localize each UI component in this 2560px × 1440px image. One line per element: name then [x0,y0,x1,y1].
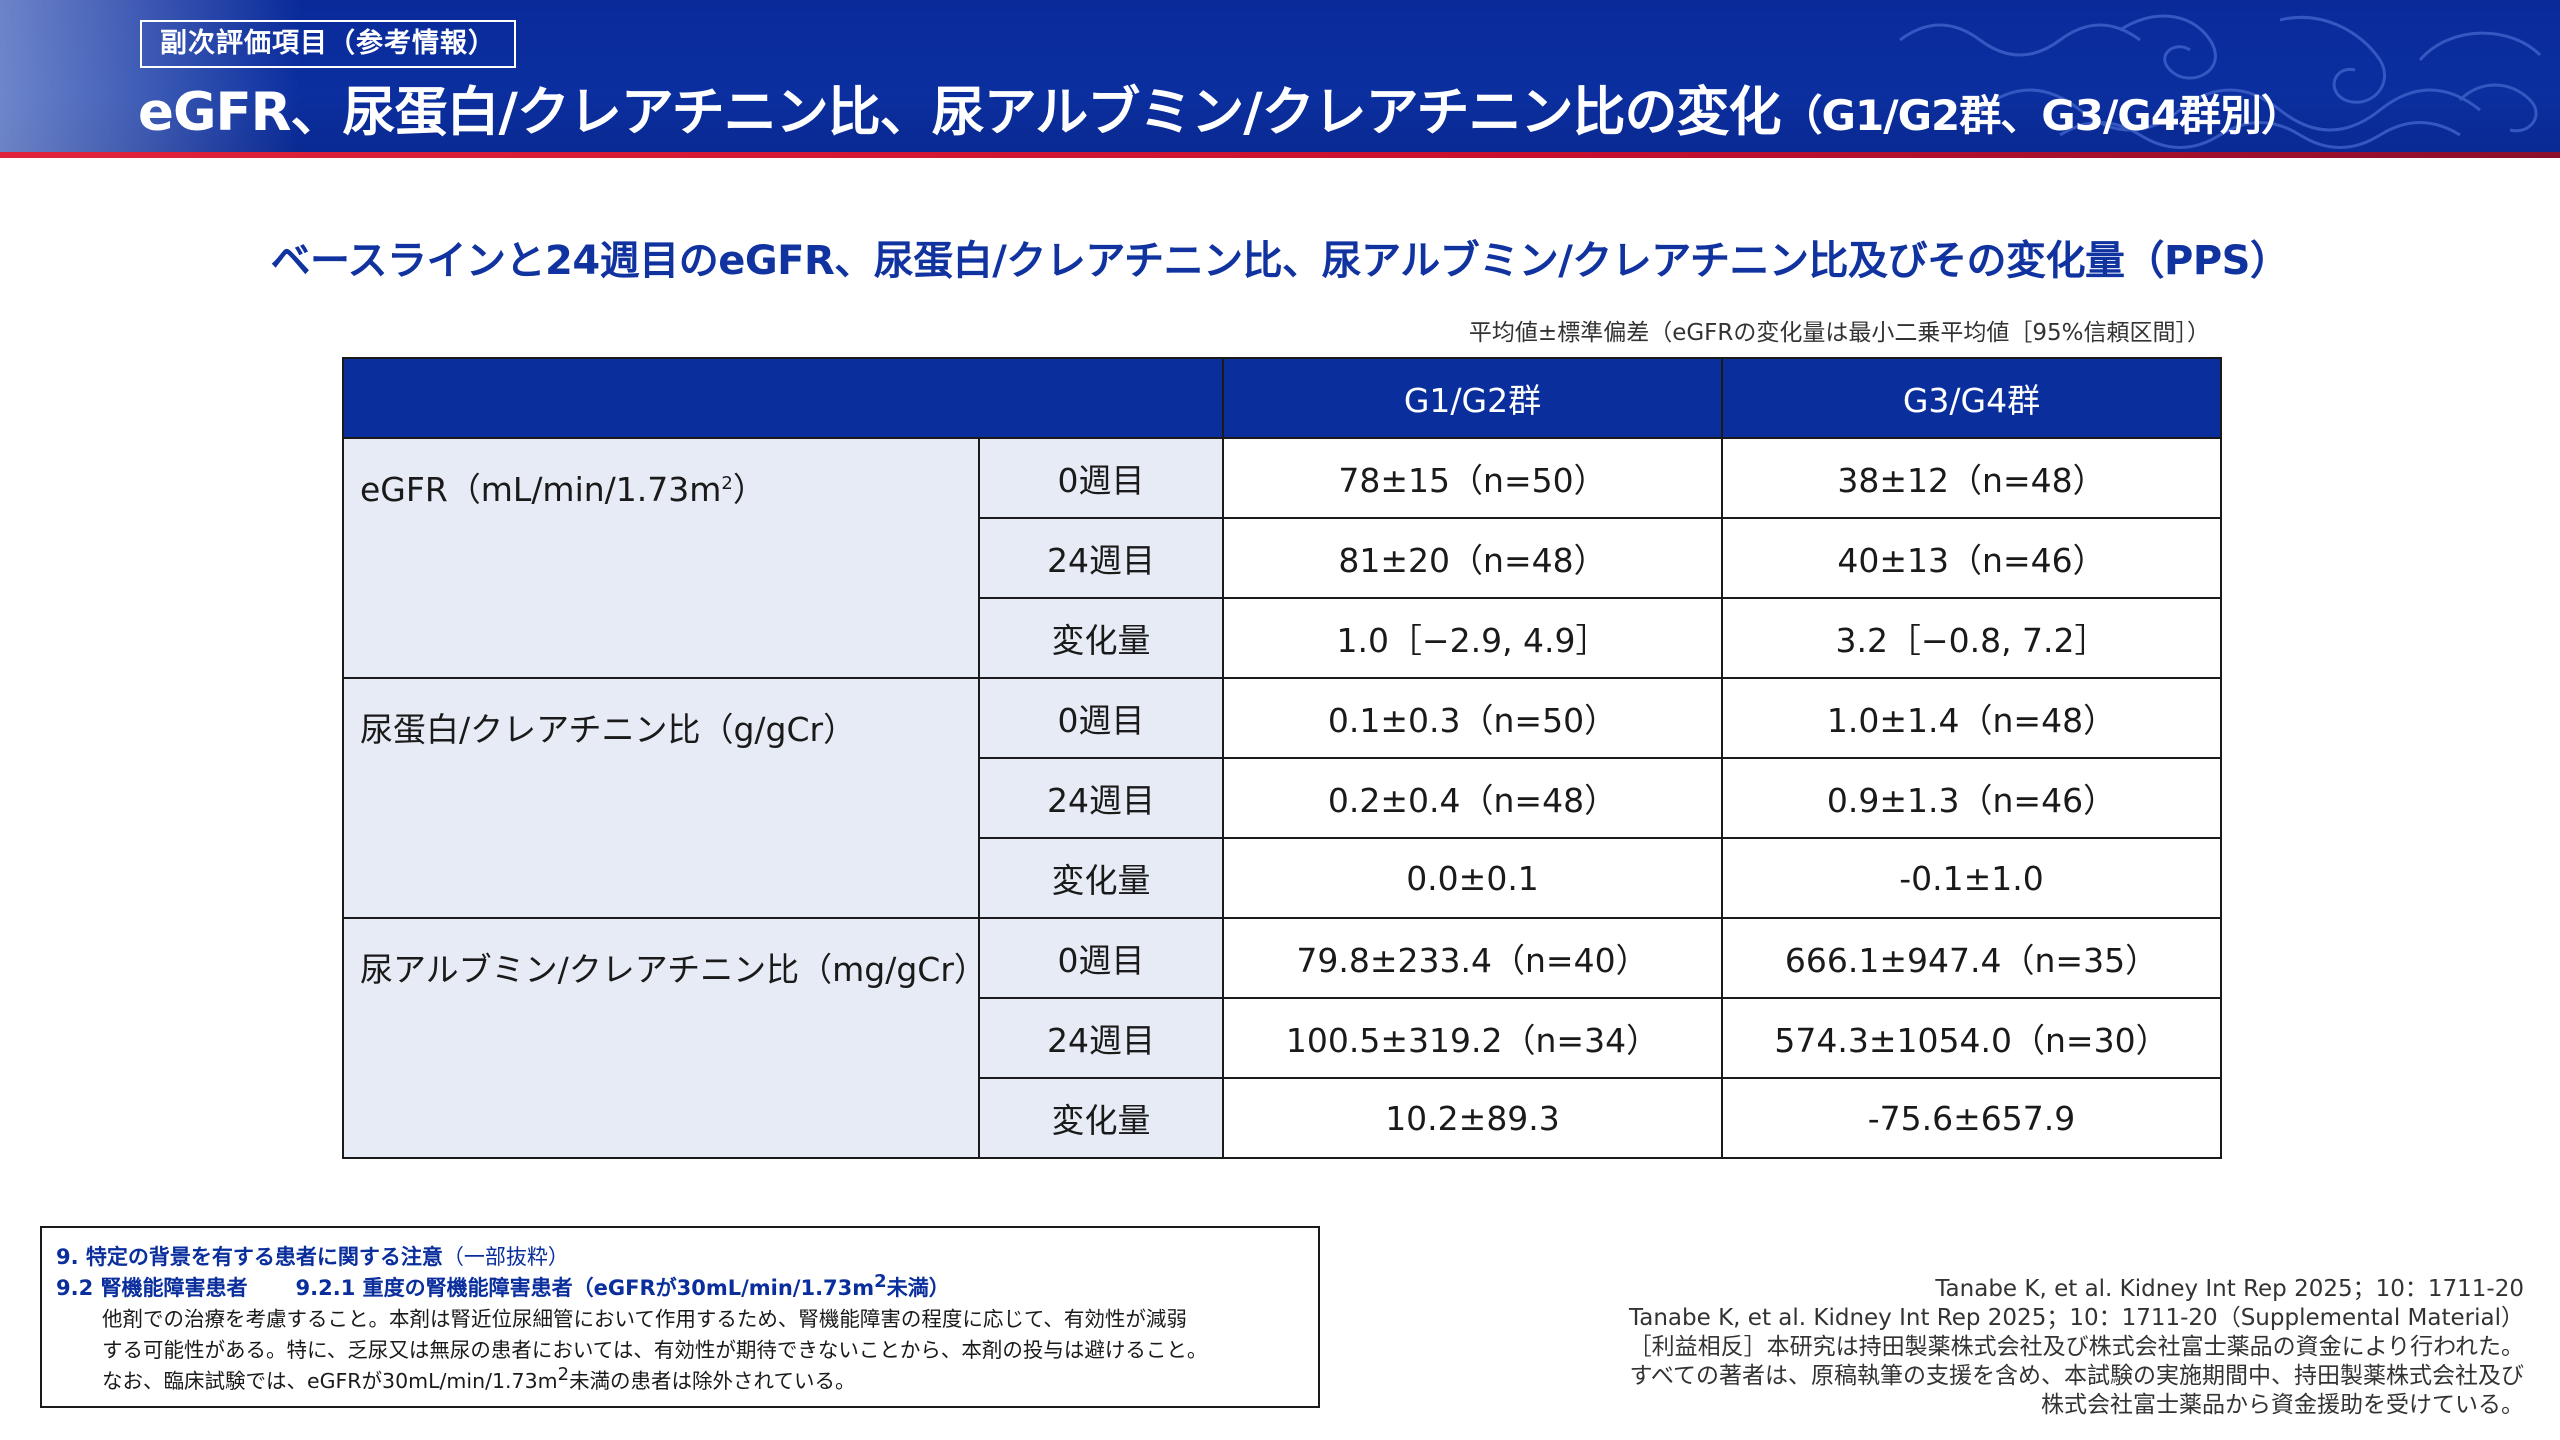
precaution-subheading: 9.2 腎機能障害患者 9.2.1 重度の腎機能障害患者（eGFRが30mL/mi… [56,1271,950,1301]
value-cell: 10.2±89.3 [1222,1077,1723,1159]
category-uacr: 尿アルブミン/クレアチニン比（mg/gCr） [342,917,987,1159]
page-title-groups: （G1/G2群、G3/G4群別） [1780,91,2303,140]
value-cell: 574.3±1054.0（n=30） [1721,997,2222,1079]
value-cell: 79.8±233.4（n=40） [1222,917,1723,999]
header-banner: 副次評価項目（参考情報） eGFR、尿蛋白/クレアチニン比、尿アルブミン/クレア… [0,0,2560,158]
section-badge: 副次評価項目（参考情報） [140,20,516,68]
time-label: 変化量 [978,1077,1224,1159]
category-egfr: eGFR（mL/min/1.73m2） [342,437,980,679]
time-label: 0週目 [978,917,1224,999]
time-label: 0週目 [978,437,1224,519]
table-row: 24週目 81±20（n=48） 40±13（n=46） [343,517,2222,599]
page-title-main: eGFR、尿蛋白/クレアチニン比、尿アルブミン/クレアチニン比の変化 [138,82,1782,143]
value-cell: 81±20（n=48） [1222,517,1723,599]
coi-line: ［利益相反］本研究は持田製薬株式会社及び株式会社富士薬品の資金により行われた。 [1628,1334,2524,1360]
reference-line: Tanabe K, et al. Kidney Int Rep 2025；10：… [1935,1276,2524,1302]
value-cell: 100.5±319.2（n=34） [1222,997,1723,1079]
time-label: 変化量 [978,837,1224,919]
time-label: 24週目 [978,517,1224,599]
value-cell: -75.6±657.9 [1721,1077,2222,1159]
value-cell: 666.1±947.4（n=35） [1721,917,2222,999]
results-table: G1/G2群 G3/G4群 eGFR（mL/min/1.73m2） 0週目 78… [342,357,2222,1159]
references: Tanabe K, et al. Kidney Int Rep 2025；10：… [1629,1275,2524,1420]
value-cell: 40±13（n=46） [1721,517,2222,599]
table-row: 変化量 10.2±89.3 -75.6±657.9 [343,1077,2222,1159]
value-cell: -0.1±1.0 [1721,837,2222,919]
value-cell: 0.2±0.4（n=48） [1222,757,1723,839]
value-cell: 0.9±1.3（n=46） [1721,757,2222,839]
page-title: eGFR、尿蛋白/クレアチニン比、尿アルブミン/クレアチニン比の変化（G1/G2… [138,78,2303,151]
wave-pattern-decoration [1899,14,2542,149]
precaution-line: する可能性がある。特に、乏尿又は無尿の患者においては、有効性が期待できないことか… [102,1338,1208,1362]
stat-note: 平均値±標準偏差（eGFRの変化量は最小二乗平均値［95%信頼区間］） [1468,320,2210,346]
coi-line: すべての著者は、原稿執筆の支援を含め、本試験の実施期間中、持田製薬株式会社及び [1629,1363,2524,1389]
table-row: eGFR（mL/min/1.73m2） 0週目 78±15（n=50） 38±1… [342,437,2222,679]
category-upcr: 尿蛋白/クレアチニン比（g/gCr） [342,677,980,919]
value-cell: 0.1±0.3（n=50） [1222,677,1723,759]
value-cell: 38±12（n=48） [1721,437,2222,519]
reference-line: Tanabe K, et al. Kidney Int Rep 2025；10：… [1629,1305,2524,1331]
table-row: 24週目 0.2±0.4（n=48） 0.9±1.3（n=46） [343,757,2222,839]
table-row: 24週目 100.5±319.2（n=34） 574.3±1054.0（n=30… [343,997,2222,1079]
header-g1g2: G1/G2群 [1222,357,1723,439]
header-blank-cell [342,357,1224,439]
table-row: 尿蛋白/クレアチニン比（g/gCr） 0週目 0.1±0.3（n=50） 1.0… [342,677,2222,919]
table-row: 尿アルブミン/クレアチニン比（mg/gCr） 0週目 79.8±233.4（n=… [342,917,2222,1159]
value-cell: 78±15（n=50） [1222,437,1723,519]
time-label: 変化量 [978,597,1224,679]
coi-line: 株式会社富士薬品から資金援助を受けている。 [2041,1392,2524,1418]
precaution-heading: 9. 特定の背景を有する患者に関する注意（一部抜粋） [56,1245,569,1269]
header-glow [0,0,300,158]
value-cell: 1.0［−2.9, 4.9］ [1222,597,1723,679]
time-label: 24週目 [978,757,1224,839]
table-row: 変化量 0.0±0.1 -0.1±1.0 [343,837,2222,919]
value-cell: 1.0±1.4（n=48） [1721,677,2222,759]
precaution-box: 9. 特定の背景を有する患者に関する注意（一部抜粋） 9.2 腎機能障害患者 9.… [40,1226,1320,1408]
table-row: 変化量 1.0［−2.9, 4.9］ 3.2［−0.8, 7.2］ [343,597,2222,679]
time-label: 24週目 [978,997,1224,1079]
value-cell: 0.0±0.1 [1222,837,1723,919]
time-label: 0週目 [978,677,1224,759]
header-red-rule [0,152,2560,158]
precaution-line: 他剤での治療を考慮すること。本剤は腎近位尿細管において作用するため、腎機能障害の… [102,1307,1187,1331]
precaution-line: なお、臨床試験では、eGFRが30mL/min/1.73m2未満の患者は除外され… [102,1364,856,1393]
value-cell: 3.2［−0.8, 7.2］ [1721,597,2222,679]
table-header-row: G1/G2群 G3/G4群 [342,357,2222,439]
header-g3g4: G3/G4群 [1721,357,2222,439]
table-title: ベースラインと24週目のeGFR、尿蛋白/クレアチニン比、尿アルブミン/クレアチ… [270,238,2290,284]
